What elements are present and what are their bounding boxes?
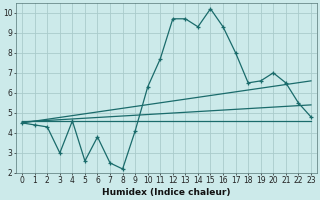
- X-axis label: Humidex (Indice chaleur): Humidex (Indice chaleur): [102, 188, 231, 197]
